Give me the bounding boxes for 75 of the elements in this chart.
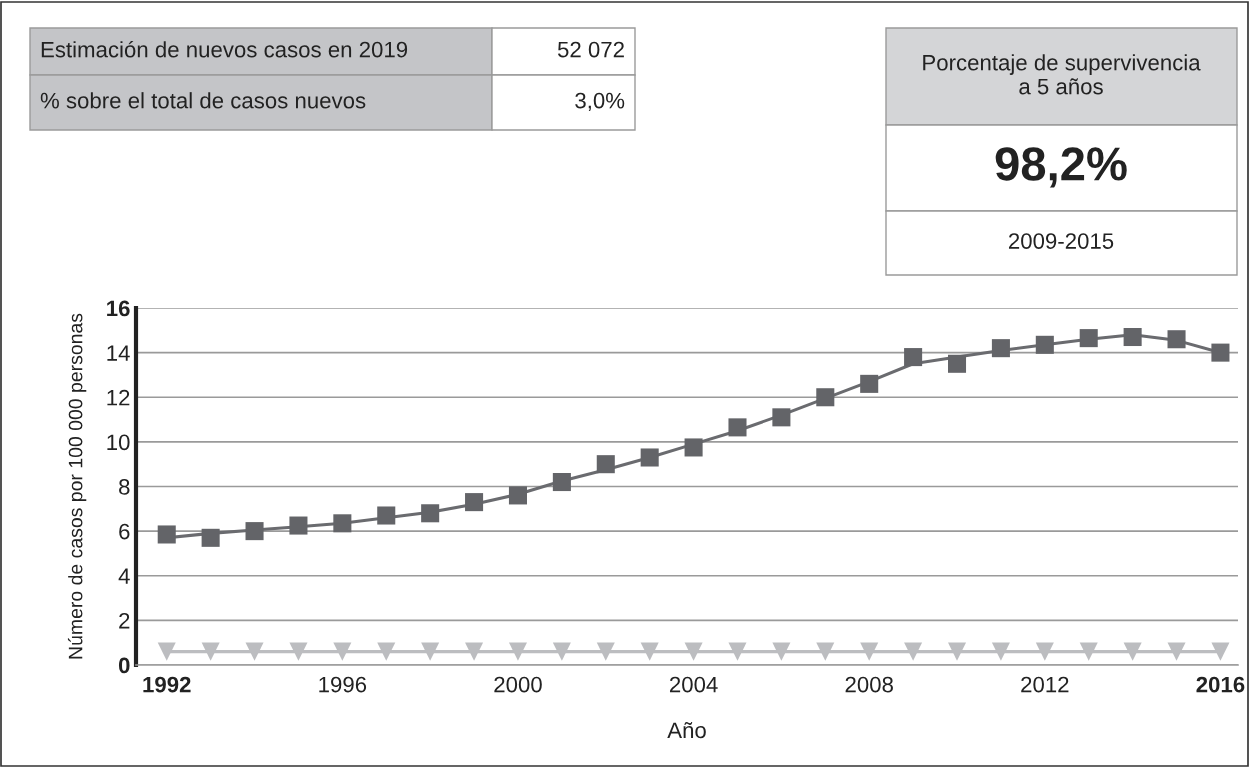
point bbox=[289, 642, 308, 661]
text: Estimación de nuevos casos en 2019 bbox=[41, 40, 408, 58]
point bbox=[421, 642, 440, 661]
point bbox=[1167, 330, 1186, 349]
point bbox=[904, 348, 923, 367]
point bbox=[947, 354, 967, 373]
text: 3,0% bbox=[575, 92, 625, 112]
point bbox=[728, 642, 747, 661]
point bbox=[465, 493, 484, 512]
point bbox=[596, 642, 615, 661]
point bbox=[157, 525, 176, 544]
point bbox=[1079, 642, 1098, 661]
y-tick-label: 10 bbox=[107, 434, 130, 451]
point bbox=[201, 528, 220, 547]
point bbox=[552, 473, 571, 492]
point bbox=[596, 455, 615, 474]
point bbox=[816, 642, 835, 661]
point bbox=[1035, 335, 1054, 354]
point bbox=[1035, 642, 1054, 661]
text: 2009-2015 bbox=[1008, 233, 1114, 249]
point bbox=[508, 642, 527, 661]
y-axis-title: Número de casos por 100 000 personas bbox=[67, 313, 87, 659]
text: 52 072 bbox=[557, 41, 624, 58]
point bbox=[772, 642, 791, 661]
point bbox=[552, 642, 571, 661]
x-tick-label: 2008 bbox=[845, 676, 893, 693]
y-tick-label: 8 bbox=[119, 479, 130, 495]
point bbox=[245, 642, 264, 661]
point bbox=[465, 642, 484, 661]
point bbox=[289, 516, 308, 535]
point bbox=[508, 486, 527, 505]
point bbox=[816, 388, 835, 407]
point bbox=[1211, 343, 1230, 362]
point bbox=[201, 642, 220, 661]
point bbox=[157, 642, 176, 661]
point bbox=[333, 514, 352, 533]
point bbox=[904, 642, 923, 661]
point bbox=[333, 642, 352, 661]
point bbox=[1123, 642, 1142, 661]
point bbox=[991, 642, 1010, 661]
x-tick-label: 2016 bbox=[1196, 676, 1245, 693]
x-tick-label: 1996 bbox=[319, 676, 367, 693]
point bbox=[860, 374, 879, 393]
point bbox=[377, 642, 396, 661]
y-tick-label: 2 bbox=[119, 612, 130, 629]
point bbox=[991, 339, 1010, 358]
text: % sobre el total de casos nuevos bbox=[40, 92, 366, 109]
y-tick-label: 0 bbox=[118, 657, 130, 674]
point bbox=[684, 642, 703, 661]
point bbox=[1167, 642, 1186, 661]
x-tick-label: 2000 bbox=[494, 676, 542, 693]
point bbox=[421, 504, 440, 523]
point bbox=[377, 506, 396, 525]
text: Porcentaje de supervivencia a 5 años bbox=[923, 54, 1201, 95]
x-tick-label: 2012 bbox=[1021, 676, 1069, 693]
text: 98,2% bbox=[995, 147, 1127, 188]
point bbox=[640, 448, 659, 467]
point bbox=[772, 408, 791, 427]
point bbox=[1079, 329, 1098, 348]
y-tick-label: 14 bbox=[107, 345, 130, 361]
point bbox=[1211, 642, 1230, 661]
x-axis-title: Año bbox=[667, 721, 706, 739]
point bbox=[245, 522, 264, 541]
point bbox=[860, 642, 879, 661]
point bbox=[1123, 327, 1142, 347]
y-tick-label: 4 bbox=[118, 568, 130, 584]
point bbox=[640, 642, 659, 661]
y-tick-label: 16 bbox=[107, 300, 130, 317]
point bbox=[947, 642, 967, 661]
y-tick-label: 12 bbox=[107, 389, 130, 406]
point bbox=[728, 418, 747, 437]
point bbox=[684, 438, 703, 457]
y-tick-label: 6 bbox=[119, 523, 130, 540]
x-tick-label: 1992 bbox=[143, 676, 191, 693]
x-tick-label: 2004 bbox=[669, 676, 718, 693]
